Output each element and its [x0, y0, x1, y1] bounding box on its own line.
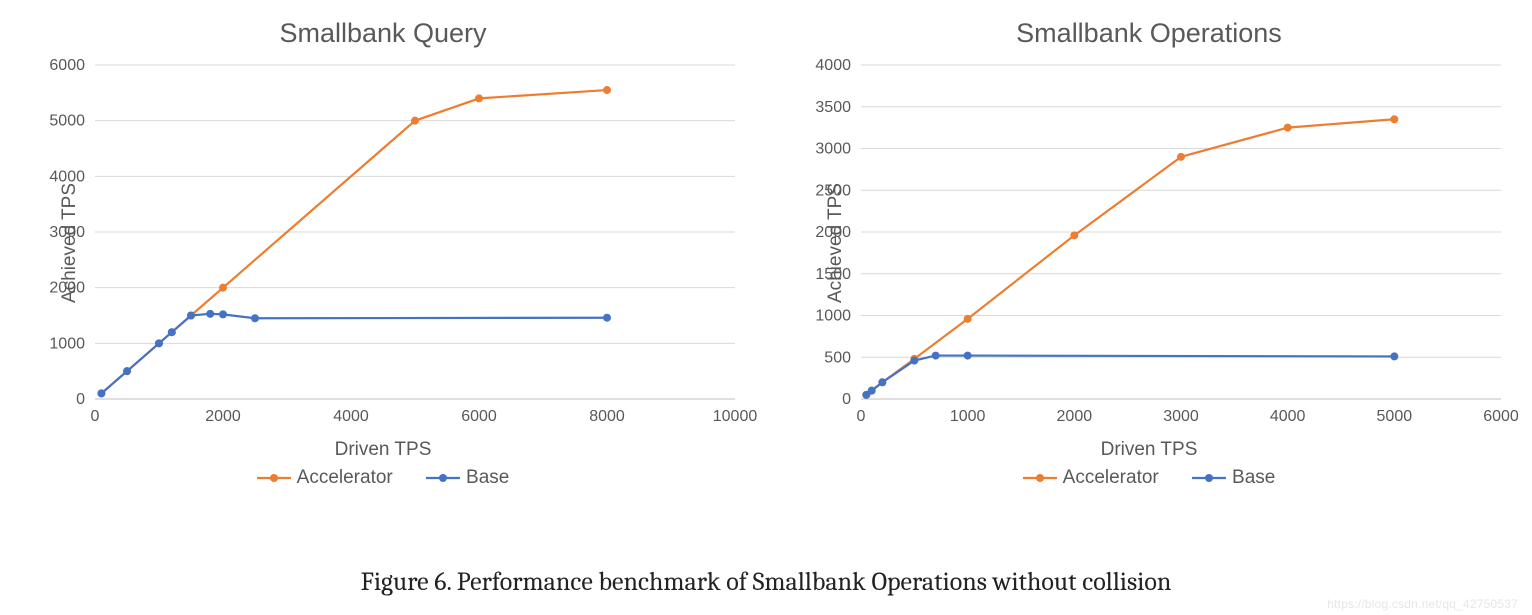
svg-text:500: 500: [824, 349, 851, 366]
svg-text:0: 0: [842, 391, 851, 408]
y-axis-label-right: Achieved TPS: [825, 183, 847, 303]
legend-right: Accelerator Base: [766, 467, 1532, 490]
legend-swatch-base-right: [1192, 472, 1226, 484]
legend-swatch-accelerator-right: [1023, 472, 1057, 484]
legend-item-accelerator-right: Accelerator: [1023, 467, 1159, 489]
chart-title-left: Smallbank Query: [0, 18, 766, 49]
svg-text:1000: 1000: [815, 308, 851, 325]
svg-text:0: 0: [76, 391, 85, 408]
chart-panel-right: Smallbank Operations Achieved TPS 0 500 10…: [766, 10, 1532, 550]
legend-item-accelerator-left: Accelerator: [257, 467, 393, 489]
chart-svg-right: 0500100015002000250030003500400001000200…: [766, 53, 1526, 433]
chart-title-right: Smallbank Operations: [766, 18, 1532, 49]
svg-text:3000: 3000: [1163, 408, 1199, 425]
watermark-text: https://blog.csdn.net/qq_42750537: [1327, 597, 1518, 611]
charts-row: Smallbank Query Achieved TPS 0 1000 2000 30…: [0, 0, 1532, 550]
legend-label-base-right: Base: [1232, 467, 1275, 489]
svg-text:3000: 3000: [815, 141, 851, 158]
svg-text:5000: 5000: [49, 113, 85, 130]
chart-panel-left: Smallbank Query Achieved TPS 01000200030…: [0, 10, 766, 550]
legend-item-base-left: Base: [426, 467, 509, 489]
legend-left: Accelerator Base: [0, 467, 766, 490]
svg-text:4000: 4000: [1270, 408, 1306, 425]
svg-text:8000: 8000: [589, 408, 625, 425]
svg-text:2000: 2000: [205, 408, 241, 425]
page-root: Smallbank Query Achieved TPS 0 1000 2000 30…: [0, 0, 1532, 615]
chart-body-left: Achieved TPS 010002000300040005000600002…: [0, 53, 766, 433]
x-axis-label-right: Driven TPS: [766, 439, 1532, 461]
svg-text:0: 0: [91, 408, 100, 425]
legend-label-base-left: Base: [466, 467, 509, 489]
chart-body-right: Achieved TPS 050010001500200025003000350…: [766, 53, 1532, 433]
legend-label-accelerator-left: Accelerator: [297, 467, 393, 489]
x-axis-label-left: Driven TPS: [0, 439, 766, 461]
svg-text:6000: 6000: [461, 408, 497, 425]
svg-text:1000: 1000: [950, 408, 986, 425]
y-axis-label-left: Achieved TPS: [59, 183, 81, 303]
svg-text:1000: 1000: [49, 335, 85, 352]
svg-text:3500: 3500: [815, 99, 851, 116]
svg-text:5000: 5000: [1377, 408, 1413, 425]
svg-text:0: 0: [857, 408, 866, 425]
legend-item-base-right: Base: [1192, 467, 1275, 489]
legend-swatch-accelerator-left: [257, 472, 291, 484]
svg-text:6000: 6000: [1483, 408, 1519, 425]
svg-text:10000: 10000: [713, 408, 758, 425]
svg-text:6000: 6000: [49, 57, 85, 74]
svg-text:4000: 4000: [333, 408, 369, 425]
chart-svg-left: 0100020003000400050006000020004000600080…: [0, 53, 760, 433]
figure-caption: Figure 6. Performance benchmark of Small…: [0, 567, 1532, 597]
legend-label-accelerator-right: Accelerator: [1063, 467, 1159, 489]
legend-swatch-base-left: [426, 472, 460, 484]
svg-text:2000: 2000: [1057, 408, 1093, 425]
svg-text:4000: 4000: [815, 57, 851, 74]
